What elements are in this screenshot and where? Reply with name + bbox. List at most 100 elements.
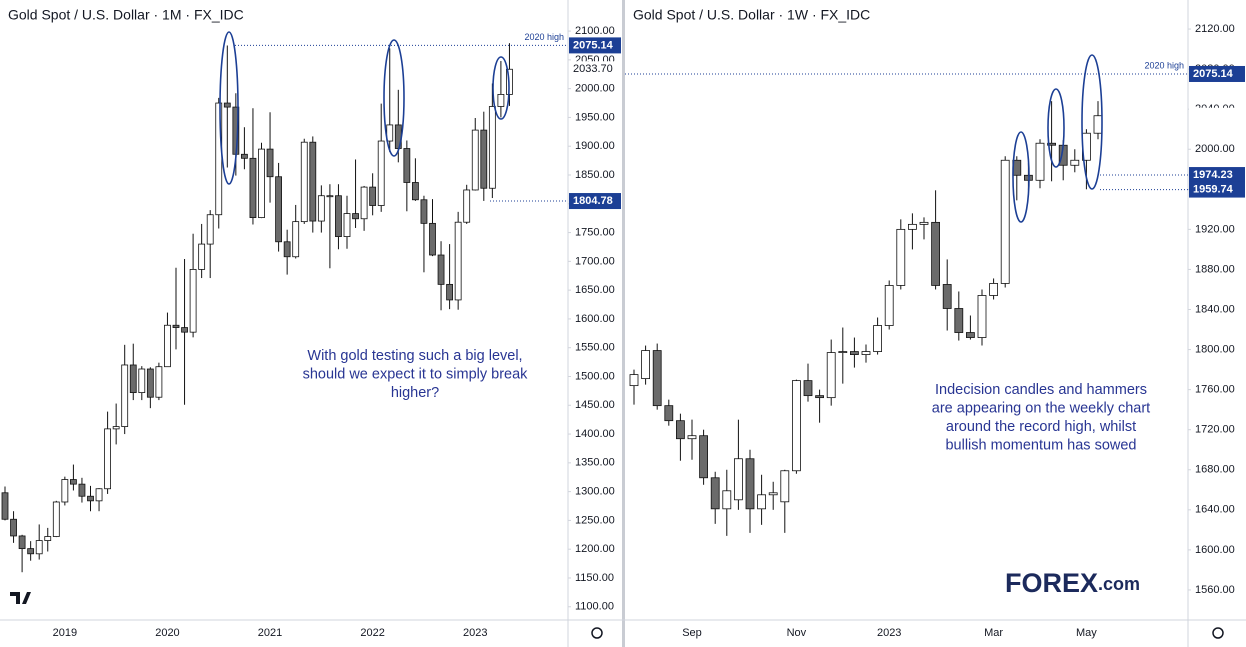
level-label-box <box>1189 167 1245 184</box>
y-tick-label: 1150.00 <box>575 572 614 584</box>
candle-body <box>266 148 274 178</box>
candle-body <box>826 352 836 399</box>
y-tick-label: 1400.00 <box>575 428 615 440</box>
candle-body <box>480 129 488 189</box>
level-label-box <box>569 37 621 54</box>
highlight-ellipse <box>492 56 510 120</box>
candle-body <box>641 350 650 380</box>
candle-body <box>411 182 419 201</box>
y-tick-label: 1800.00 <box>1195 343 1235 355</box>
highlight-ellipse <box>219 31 239 185</box>
candle-body <box>1047 142 1056 146</box>
settings-icon[interactable] <box>591 627 603 639</box>
candle-body <box>172 324 180 328</box>
gear[interactable] <box>591 627 603 639</box>
candle-body <box>27 548 35 555</box>
watermark: FOREX.com <box>1005 568 1140 598</box>
highlight-ellipse <box>383 39 405 157</box>
x-tick-label: 2022 <box>360 627 384 639</box>
watermark-brand: FOREX <box>1005 568 1098 598</box>
y-tick-label: 2100.00 <box>575 25 615 37</box>
chart-panel: Gold Spot / U.S. Dollar · 1M · FX_IDC 110… <box>1 7 621 639</box>
y-tick-label: 1450.00 <box>575 399 615 411</box>
candle-body <box>815 395 824 399</box>
candle-body <box>369 186 377 206</box>
candle-body <box>275 176 283 243</box>
annotation: bullish momentum has sowed <box>945 437 1136 453</box>
last-price-box <box>569 61 621 78</box>
candle-body <box>317 195 325 222</box>
y-tick-label: 1750.00 <box>575 226 615 238</box>
chart-title: Gold Spot / U.S. Dollar · 1W · FX_IDC <box>633 7 870 23</box>
y-tick-label: 1300.00 <box>575 486 615 498</box>
y-tick-label: 2120.00 <box>1195 23 1235 35</box>
y-tick-label: 1720.00 <box>1195 424 1235 436</box>
y-tick-label: 1700.00 <box>575 255 615 267</box>
candle-body <box>189 269 197 333</box>
x-tick-label: 2021 <box>258 627 282 639</box>
candle-body <box>121 364 129 427</box>
candle-body <box>309 141 317 222</box>
candle-body <box>792 380 801 472</box>
candle-body <box>780 470 790 503</box>
annotation: higher? <box>391 385 439 401</box>
candle-body <box>664 405 674 422</box>
candle-body <box>429 222 436 256</box>
candle-body <box>884 285 894 326</box>
y-tick-label: 1500.00 <box>575 370 615 382</box>
level-label: 2075.14 <box>573 39 614 51</box>
y-tick-label: 1100.00 <box>575 601 614 613</box>
x-tick-label: 2023 <box>463 627 487 639</box>
candle-body <box>283 241 291 258</box>
candle-body <box>403 148 411 183</box>
candle-body <box>757 494 766 510</box>
candle-body <box>258 148 265 219</box>
y-tick-label: 2000.00 <box>575 83 615 95</box>
x-tick-label: 2020 <box>155 627 179 639</box>
annotation: around the record high, whilst <box>946 419 1136 435</box>
settings-icon[interactable] <box>1212 627 1224 639</box>
candle-body <box>292 221 300 258</box>
candle-body <box>70 479 77 485</box>
gear[interactable] <box>1212 627 1224 639</box>
level-name: 2020 high <box>524 32 564 42</box>
candle-body <box>488 106 496 189</box>
y-tick-label: 1200.00 <box>575 543 615 555</box>
candle-body <box>1093 115 1103 134</box>
x-tick-label: 2019 <box>53 627 77 639</box>
annotation: Indecision candles and hammers <box>935 382 1147 398</box>
candle-body <box>240 153 248 159</box>
candle-body <box>768 492 778 496</box>
level-label-box <box>1189 181 1245 198</box>
candle-body <box>446 283 454 301</box>
candle-body <box>343 213 351 238</box>
candle-body <box>873 325 882 352</box>
candle-body <box>377 140 385 206</box>
candle-body <box>1 492 9 520</box>
candle-body <box>687 435 697 440</box>
candle-body <box>966 332 975 338</box>
y-tick-label: 1920.00 <box>1195 223 1235 235</box>
annotation: are appearing on the weekly chart <box>932 400 1150 416</box>
y-tick-label: 1950.00 <box>575 111 615 123</box>
y-tick-label: 1550.00 <box>575 342 615 354</box>
candle-body <box>861 351 871 355</box>
x-tick-label: Sep <box>682 627 702 639</box>
candle-body <box>198 243 206 270</box>
candle-body <box>1000 159 1010 284</box>
candle-body <box>497 94 505 107</box>
candle-body <box>850 351 859 355</box>
candle-body <box>352 213 359 220</box>
candle-body <box>223 102 231 108</box>
x-tick-label: Nov <box>787 627 807 639</box>
candle-body <box>10 518 17 537</box>
candle-body <box>87 495 94 502</box>
candle-body <box>710 477 720 510</box>
candle-body <box>745 458 755 510</box>
last-price-label: 2033.70 <box>573 63 613 75</box>
y-tick-label: 1560.00 <box>1195 584 1235 596</box>
x-tick-label: Mar <box>984 627 1003 639</box>
candle-body <box>989 283 998 296</box>
candle-body <box>699 435 708 479</box>
